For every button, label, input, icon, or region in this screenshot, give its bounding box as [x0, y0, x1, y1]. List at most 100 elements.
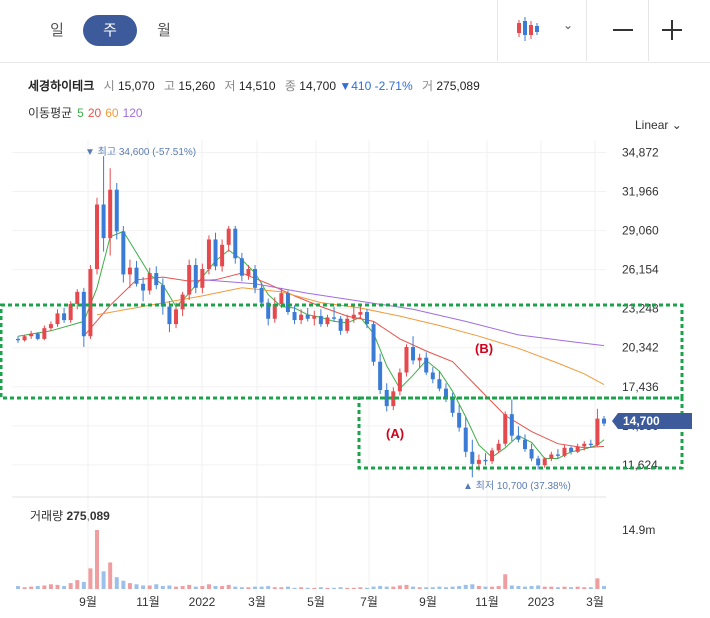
candle-body: [378, 361, 383, 390]
candle-body: [397, 372, 402, 392]
volume-bar: [345, 587, 350, 589]
stock-name: 세경하이테크: [28, 79, 95, 93]
candle-body: [95, 204, 100, 270]
candle-body: [549, 454, 554, 459]
tab-day[interactable]: 일: [50, 22, 64, 39]
ma-line-5: [17, 230, 605, 459]
candle-body: [332, 317, 337, 319]
candle-body: [483, 459, 488, 462]
x-tick-label: 2023: [528, 595, 555, 609]
candle-body: [437, 379, 442, 389]
volume-bar: [239, 587, 244, 589]
volume-bar: [536, 585, 541, 589]
volume-bar: [562, 586, 567, 589]
volume-bar: [417, 587, 422, 589]
volume-bar: [569, 587, 574, 589]
candle-body: [404, 346, 409, 373]
candle-body: [22, 336, 27, 341]
volume-bar: [121, 580, 126, 589]
moving-average-legend: 이동평균 5 20 60 120: [28, 104, 148, 121]
x-tick-label: 11월: [475, 595, 499, 609]
candle-body: [121, 231, 126, 275]
candle-body: [42, 328, 47, 339]
candle-body: [424, 357, 429, 373]
chevron-down-icon[interactable]: ⌄: [563, 18, 574, 32]
tab-week[interactable]: 주: [83, 15, 137, 46]
zoom-in-button[interactable]: [648, 0, 710, 61]
volume-bar: [167, 585, 172, 589]
candle-body: [35, 333, 40, 339]
volume-bar: [437, 586, 442, 589]
candle-body: [226, 228, 231, 245]
chevron-down-icon: ⌄: [671, 118, 682, 132]
volume-bar: [391, 586, 396, 589]
volume-bar: [134, 584, 139, 589]
candle-body: [516, 435, 521, 440]
scale-mode-label: Linear: [635, 118, 669, 132]
volume-bar: [22, 587, 27, 589]
candle-body: [206, 239, 211, 270]
candle-body: [193, 264, 198, 288]
volume-value: 275,089: [436, 79, 480, 93]
y-tick-label: 31,966: [622, 185, 659, 199]
candle-body: [503, 414, 508, 444]
candle-body: [411, 346, 416, 361]
x-tick-label: 11월: [136, 595, 160, 609]
volume-bar: [443, 587, 448, 589]
chart-type-dropdown[interactable]: [497, 0, 586, 61]
candle-body: [285, 293, 290, 313]
candle-body: [536, 458, 541, 466]
volume-bar: [404, 584, 409, 589]
candlestick-icon: [517, 17, 539, 41]
candle-body: [213, 239, 218, 267]
volume-bar: [384, 586, 389, 589]
volume-bar: [154, 584, 159, 589]
volume-bar: [351, 587, 356, 589]
candle-body: [272, 303, 277, 319]
candle-body: [463, 427, 468, 452]
volume-bar: [305, 587, 310, 589]
zoom-out-button[interactable]: [586, 0, 649, 61]
annotation-box-a: [357, 396, 684, 470]
candle-body: [55, 313, 60, 325]
volume-bar: [233, 586, 238, 589]
volume-bar: [371, 586, 376, 589]
candle-body: [338, 318, 343, 331]
candle-body: [239, 258, 244, 276]
candle-body: [81, 291, 86, 337]
candle-body: [147, 273, 152, 291]
volume-bar: [332, 587, 337, 589]
volume-bar: [206, 584, 211, 589]
scale-mode-dropdown[interactable]: Linear ⌄: [635, 118, 682, 132]
annotation-box-b: [0, 303, 684, 400]
candle-body: [180, 294, 185, 310]
volume-bar: [147, 585, 152, 589]
candle-body: [68, 303, 73, 321]
ma-20: 20: [87, 106, 102, 120]
volume-bar: [430, 587, 435, 589]
candle-body: [345, 318, 350, 331]
volume-bar: [174, 586, 179, 589]
volume-bar: [35, 586, 40, 589]
high-marker: ▼ 최고 34,600 (-57.51%): [85, 146, 196, 158]
candle-body: [299, 314, 304, 321]
volume-bar: [253, 586, 258, 589]
volume-bar: [180, 586, 185, 589]
candle-body: [312, 316, 317, 319]
volume-bar: [200, 586, 205, 589]
y-tick-label: 11,624: [622, 458, 658, 472]
volume-bar: [463, 584, 468, 589]
tab-month[interactable]: 월: [157, 22, 171, 39]
volume-bar: [114, 577, 119, 589]
candle-body: [101, 204, 106, 239]
volume-bar: [318, 587, 323, 589]
volume-bar: [503, 574, 508, 589]
candle-body: [292, 312, 297, 321]
volume-bar: [220, 586, 225, 589]
volume-bar: [101, 571, 106, 589]
ma-line-120: [202, 279, 605, 347]
volume-bar: [95, 530, 100, 589]
candle-body: [384, 389, 389, 407]
minus-icon: [613, 29, 633, 31]
